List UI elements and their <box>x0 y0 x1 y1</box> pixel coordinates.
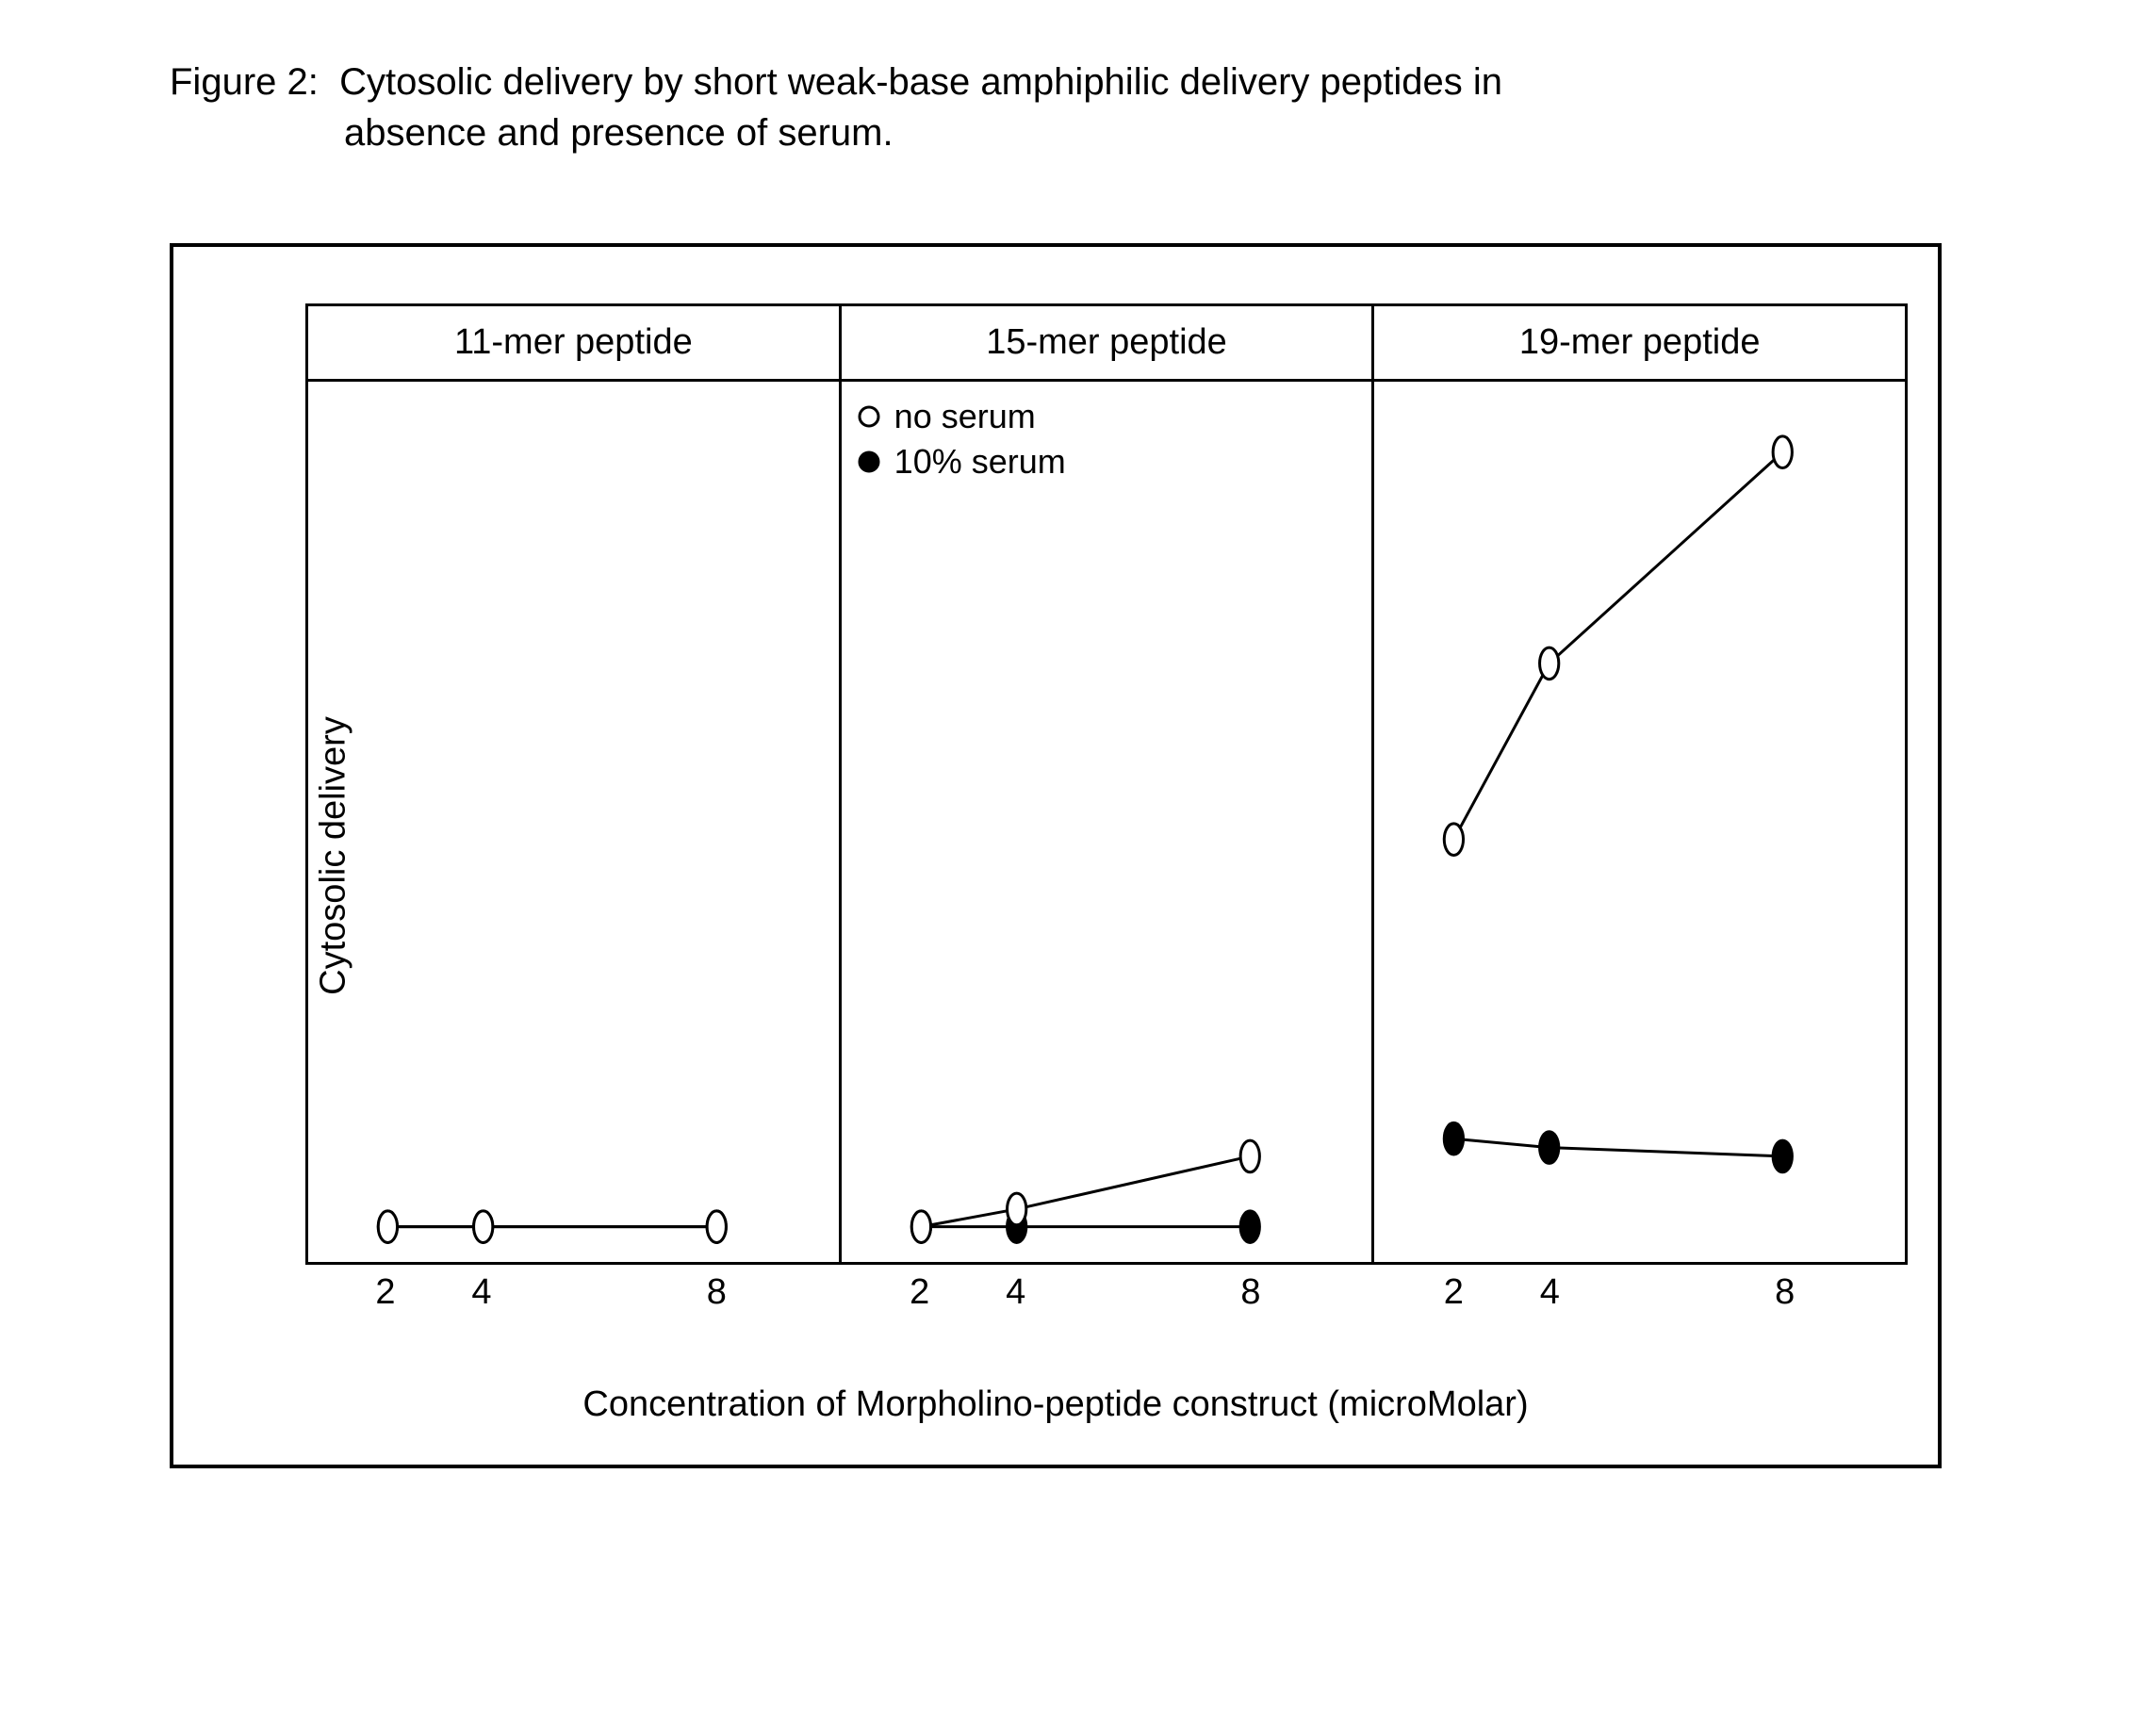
caption-line-2: absence and presence of serum. <box>170 107 894 158</box>
marker-open <box>1445 824 1464 856</box>
marker-open <box>378 1211 397 1243</box>
marker-open <box>474 1211 493 1243</box>
x-tick-label: 4 <box>1540 1272 1560 1313</box>
marker-open <box>911 1211 930 1243</box>
x-tick-label: 2 <box>375 1272 395 1313</box>
figure-caption: Figure 2: Cytosolic delivery by short we… <box>170 57 1978 158</box>
plot-area <box>1374 382 1905 1262</box>
x-tick-label: 8 <box>1775 1272 1795 1313</box>
legend-label: 10% serum <box>894 442 1066 482</box>
marker-filled <box>1773 1140 1792 1172</box>
marker-open <box>1007 1193 1025 1225</box>
x-axis-label: Concentration of Morpholino-peptide cons… <box>173 1384 1938 1425</box>
plot-svg <box>1374 382 1905 1262</box>
xticks-panel: 2 4 8 <box>840 1272 1374 1329</box>
legend: no serum 10% serum <box>857 391 1066 487</box>
x-tick-label: 8 <box>707 1272 727 1313</box>
plot-svg <box>842 382 1372 1262</box>
xticks-panel: 2 4 8 <box>305 1272 840 1329</box>
plot-svg <box>308 382 839 1262</box>
panel-title: 19-mer peptide <box>1374 306 1905 382</box>
plot-area: no serum 10% serum <box>842 382 1372 1262</box>
marker-open <box>1540 647 1559 680</box>
data-line <box>1454 1138 1783 1156</box>
panels-row: 11-mer peptide15-mer peptide no serum 10% … <box>305 303 1908 1265</box>
plot-area <box>308 382 839 1262</box>
panel: 19-mer peptide <box>1374 303 1908 1265</box>
page-root: Figure 2: Cytosolic delivery by short we… <box>0 0 2148 1736</box>
xticks-panel: 2 4 8 <box>1373 1272 1908 1329</box>
caption-line-1: Cytosolic delivery by short weak-base am… <box>339 61 1502 103</box>
panel-title: 15-mer peptide <box>842 306 1372 382</box>
legend-item: no serum <box>857 397 1066 436</box>
marker-open-icon <box>857 404 881 429</box>
panel: 15-mer peptide no serum 10% serum <box>842 303 1375 1265</box>
marker-filled <box>1445 1122 1464 1155</box>
legend-item: 10% serum <box>857 442 1066 482</box>
caption-prefix: Figure 2: <box>170 61 319 103</box>
panel: 11-mer peptide <box>305 303 842 1265</box>
x-tick-label: 2 <box>1444 1272 1464 1313</box>
marker-open <box>1240 1140 1259 1172</box>
x-ticks-row: 2 4 8 2 4 8 2 4 8 <box>305 1272 1908 1329</box>
marker-filled-icon <box>857 450 881 474</box>
data-line <box>921 1156 1250 1227</box>
marker-filled <box>1540 1132 1559 1164</box>
panel-title: 11-mer peptide <box>308 306 839 382</box>
chart-outer-frame: Cytosolic delivery 11-mer peptide15-mer … <box>170 243 1942 1468</box>
marker-filled <box>1240 1211 1259 1243</box>
x-tick-label: 4 <box>471 1272 491 1313</box>
x-tick-label: 4 <box>1006 1272 1025 1313</box>
x-tick-label: 8 <box>1240 1272 1260 1313</box>
marker-open <box>1773 436 1792 468</box>
legend-label: no serum <box>894 397 1036 436</box>
x-tick-label: 2 <box>910 1272 929 1313</box>
marker-open <box>707 1211 726 1243</box>
data-line <box>1454 452 1783 840</box>
